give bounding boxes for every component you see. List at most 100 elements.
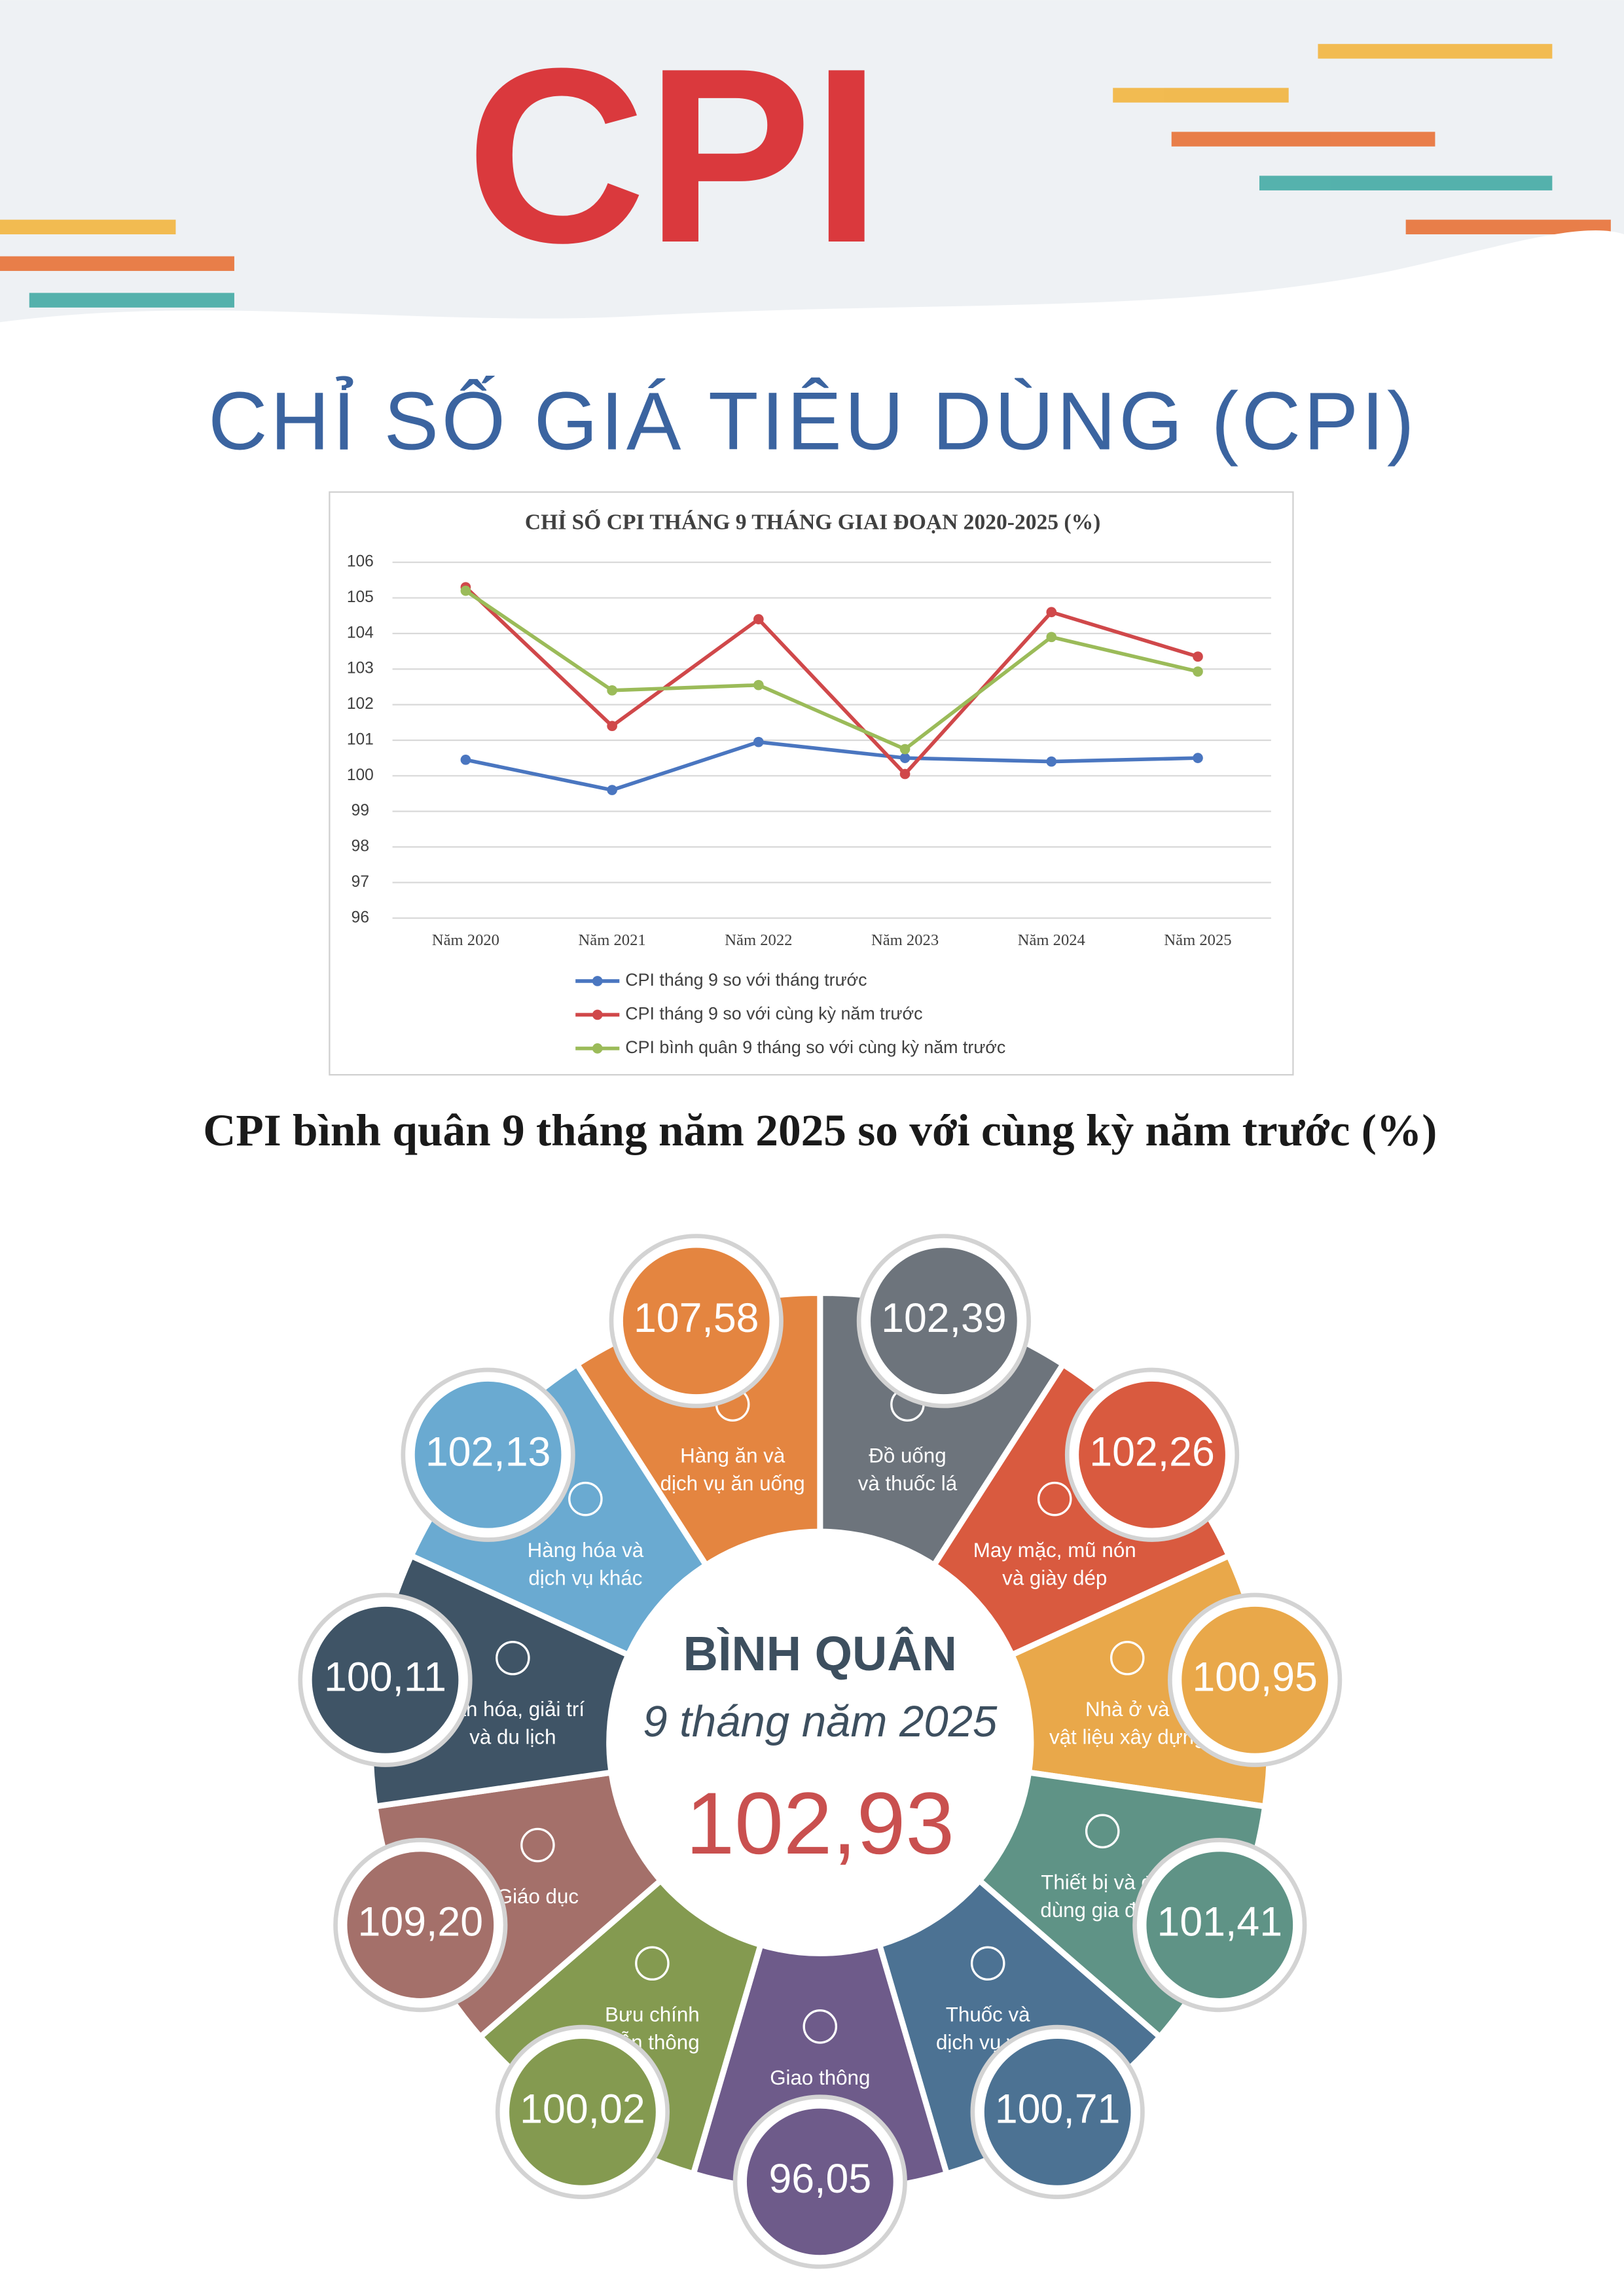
segment-icon (1110, 1640, 1145, 1676)
line-series (464, 586, 1199, 777)
x-tick-label: Năm 2023 (871, 931, 939, 949)
point (460, 755, 471, 765)
point (899, 744, 911, 755)
segment-icon (568, 1481, 603, 1516)
value-badge (347, 1852, 494, 1998)
banner: CPI (0, 0, 1624, 340)
point (607, 721, 617, 732)
line-series (465, 740, 1199, 792)
value-label: 100,11 (324, 1654, 446, 1700)
value-badge (623, 1247, 770, 1395)
segment-icon (1037, 1481, 1072, 1516)
chart-frame (329, 491, 1294, 1076)
value-badge (871, 1247, 1017, 1395)
point (899, 753, 911, 763)
x-tick-label: Năm 2021 (579, 931, 646, 949)
chart-title: CHỈ SỐ CPI THÁNG 9 THÁNG GIAI ĐOẠN 2020-… (525, 509, 1100, 535)
value-badge (1079, 1381, 1225, 1528)
y-tick-label: 98 (352, 838, 369, 855)
y-tick-label: 101 (347, 730, 374, 748)
segment-icon (970, 1946, 1005, 1981)
segment-icon (635, 1946, 670, 1981)
center-subtitle: 9 tháng năm 2025 (643, 1697, 998, 1746)
y-tick-label: 103 (347, 660, 374, 677)
segment-label: dịch vụ khác (528, 1567, 642, 1590)
segment-label: và du lịch (469, 1726, 556, 1749)
x-tick-label: Năm 2025 (1164, 931, 1231, 949)
point (607, 685, 617, 696)
center-title: BÌNH QUÂN (683, 1626, 957, 1681)
segment-icon (496, 1640, 530, 1676)
line-series (464, 589, 1199, 751)
point (753, 614, 764, 624)
center-value: 102,93 (686, 1774, 955, 1873)
segment-label: Thuốc và (946, 2003, 1030, 2026)
point (1046, 632, 1057, 643)
value-label: 100,71 (995, 2086, 1121, 2132)
point (753, 736, 764, 747)
legend-marker (592, 1009, 603, 1020)
y-tick-label: 105 (347, 588, 374, 606)
value-badge (1146, 1852, 1293, 1998)
segment-label: Giáo dục (497, 1885, 579, 1908)
value-label: 102,13 (425, 1429, 551, 1475)
x-tick-label: Năm 2020 (432, 931, 499, 949)
value-label: 109,20 (358, 1899, 484, 1945)
value-badge (509, 2039, 656, 2185)
point (899, 768, 911, 780)
segment-label: vật liệu xây dựng (1049, 1726, 1206, 1749)
segment-label: và giày dép (1002, 1567, 1107, 1590)
point (1193, 651, 1203, 662)
segment-label: Hàng hóa và (528, 1539, 644, 1562)
value-badge (312, 1606, 459, 1753)
legend-marker (592, 976, 603, 986)
page-title: CHỈ SỐ GIÁ TIÊU DÙNG (CPI) (208, 374, 1417, 467)
segment-icon (803, 2009, 838, 2044)
value-badge (984, 2039, 1131, 2185)
segment-label: Giao thông (770, 2066, 870, 2089)
y-tick-label: 104 (347, 624, 374, 641)
segment-label: Bưu chính (605, 2003, 700, 2026)
x-tick-label: Năm 2022 (725, 931, 792, 949)
value-label: 107,58 (634, 1295, 759, 1341)
legend-label: CPI tháng 9 so với cùng kỳ năm trước (625, 1004, 922, 1024)
point (1046, 756, 1057, 767)
center-circle (606, 1528, 1034, 1956)
point (460, 585, 471, 596)
value-badge (1182, 1606, 1328, 1753)
radial-title: CPI bình quân 9 tháng năm 2025 so với cù… (203, 1105, 1437, 1156)
point (753, 679, 764, 691)
value-label: 100,02 (520, 2086, 645, 2132)
point (1046, 607, 1057, 618)
value-label: 100,95 (1192, 1654, 1318, 1700)
y-tick-label: 99 (352, 802, 369, 819)
value-label: 102,39 (881, 1295, 1007, 1341)
value-label: 102,26 (1089, 1429, 1215, 1475)
y-tick-label: 106 (347, 553, 374, 571)
legend-marker (592, 1043, 603, 1054)
point (607, 785, 617, 795)
value-label: 96,05 (768, 2156, 871, 2202)
y-tick-label: 97 (352, 873, 369, 891)
value-badge (414, 1381, 562, 1528)
value-badge (746, 2108, 893, 2255)
legend-label: CPI tháng 9 so với tháng trước (625, 970, 867, 990)
segment-label: Đồ uống (869, 1444, 946, 1467)
segment-label: Nhà ở và (1085, 1698, 1170, 1721)
value-label: 101,41 (1157, 1899, 1283, 1945)
legend-label: CPI bình quân 9 tháng so với cùng kỳ năm… (625, 1037, 1005, 1057)
segment-icon (1085, 1814, 1120, 1849)
banner-text: CPI (466, 16, 881, 295)
segment-icon (520, 1827, 555, 1863)
segment-label: dịch vụ ăn uống (660, 1472, 805, 1495)
banner-bars (0, 44, 1611, 308)
y-tick-label: 96 (352, 908, 369, 926)
y-tick-label: 100 (347, 766, 374, 784)
banner-wave (0, 230, 1624, 340)
x-tick-label: Năm 2024 (1018, 931, 1085, 949)
segment-label: May mặc, mũ nón (973, 1539, 1136, 1562)
segment-label: Hàng ăn và (680, 1444, 785, 1467)
y-tick-label: 102 (347, 695, 374, 713)
